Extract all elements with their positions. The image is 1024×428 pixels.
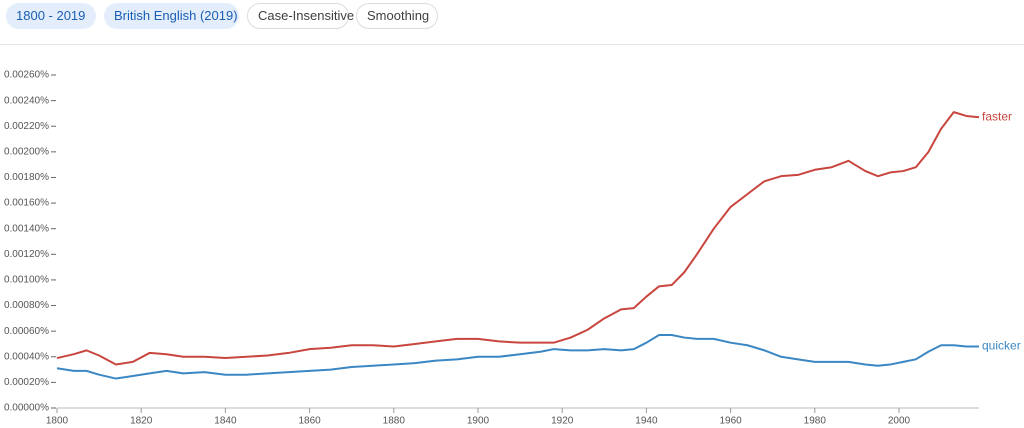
smoothing-label: Smoothing	[367, 8, 430, 23]
x-tick-label: 1940	[635, 416, 658, 427]
y-tick-label: 0.00080%	[4, 300, 49, 311]
series-line	[56, 111, 980, 366]
x-tick-label: 1900	[467, 416, 490, 427]
x-tick-label: 1920	[551, 416, 574, 427]
y-tick-label: 0.00140%	[4, 223, 49, 234]
series-label: faster	[982, 109, 1012, 123]
x-tick-label: 1820	[130, 416, 153, 427]
y-tick-label: 0.00000%	[4, 403, 49, 414]
x-tick-label: 1800	[46, 416, 69, 427]
y-tick-label: 0.00020%	[4, 377, 49, 388]
y-tick-label: 0.00160%	[4, 198, 49, 209]
y-tick-label: 0.00120%	[4, 249, 49, 260]
y-tick-label: 0.00100%	[4, 275, 49, 286]
x-tick-label: 1980	[804, 416, 827, 427]
corpus-button[interactable]: British English (2019)	[104, 3, 239, 29]
series-label: quicker	[982, 339, 1021, 353]
x-tick-label: 2000	[888, 416, 911, 427]
separator	[0, 44, 1024, 45]
smoothing-button[interactable]: Smoothing	[356, 3, 438, 29]
series-line	[56, 334, 979, 380]
y-tick-label: 0.00220%	[4, 121, 49, 132]
case-button[interactable]: Case-Insensitive	[247, 3, 354, 29]
x-tick-label: 1860	[298, 416, 321, 427]
range-button[interactable]: 1800 - 2019	[6, 3, 96, 29]
corpus-label: British English (2019)	[114, 8, 238, 23]
y-tick-label: 0.00060%	[4, 326, 49, 337]
x-tick-label: 1960	[719, 416, 742, 427]
x-tick-label: 1880	[383, 416, 406, 427]
range-label: 1800 - 2019	[16, 8, 86, 23]
case-label: Case-Insensitive	[258, 8, 355, 23]
y-tick-label: 0.00260%	[4, 70, 49, 81]
y-tick-label: 0.00240%	[4, 95, 49, 106]
x-tick-label: 1840	[214, 416, 237, 427]
y-tick-label: 0.00200%	[4, 146, 49, 157]
y-tick-label: 0.00040%	[4, 351, 49, 362]
y-tick-label: 0.00180%	[4, 172, 49, 183]
